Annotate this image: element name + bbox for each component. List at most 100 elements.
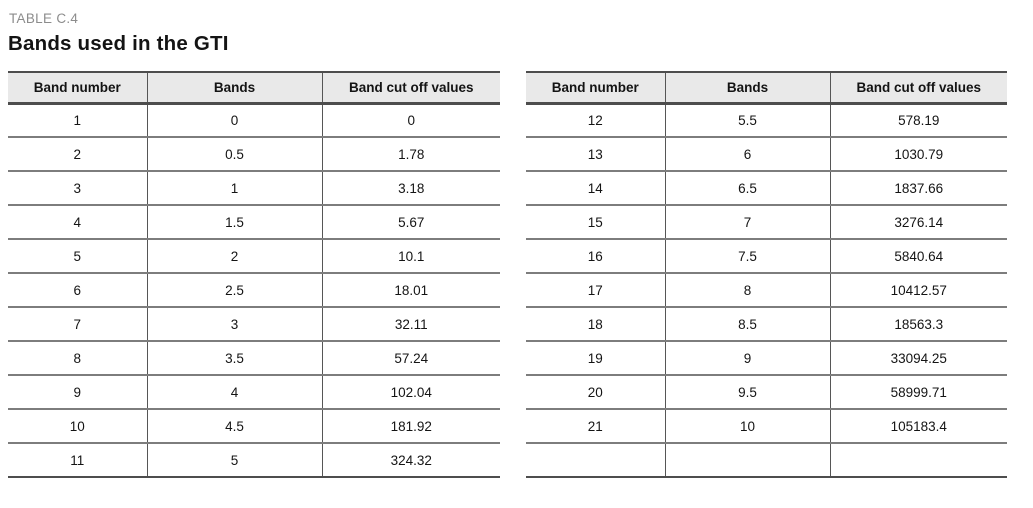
table-cell: 9.5 — [664, 375, 830, 410]
column-header: Bands — [146, 71, 322, 105]
document-page: TABLE C.4 Bands used in the GTI Band num… — [8, 11, 1033, 478]
table-cell: 15 — [526, 205, 665, 240]
table-row: 14 6.5 1837.66 — [526, 171, 1007, 206]
table-row — [526, 443, 1007, 478]
table-row: 21 10 105183.4 — [526, 409, 1007, 444]
table-cell: 2 — [146, 239, 322, 274]
table-cell: 19 — [526, 341, 665, 376]
table-cell: 6 — [664, 137, 830, 172]
table-cell: 1 — [8, 103, 147, 138]
table-cell: 10 — [8, 409, 147, 444]
table-cell — [526, 443, 665, 478]
table-row: 12 5.5 578.19 — [526, 103, 1007, 138]
table-header-row: Band number Bands Band cut off values — [8, 71, 500, 105]
table-cell: 4 — [146, 375, 322, 410]
table-row: 2 0.5 1.78 — [8, 137, 500, 172]
table-cell: 6.5 — [664, 171, 830, 206]
table-cell: 3 — [8, 171, 147, 206]
table-cell: 1030.79 — [829, 137, 1007, 172]
table-cell — [829, 443, 1007, 478]
table-cell: 33094.25 — [829, 341, 1007, 376]
table-cell: 57.24 — [321, 341, 500, 376]
table-cell: 3.18 — [321, 171, 500, 206]
table-cell: 578.19 — [829, 103, 1007, 138]
table-cell: 5.67 — [321, 205, 500, 240]
column-header: Band cut off values — [321, 71, 500, 105]
table-row: 7 3 32.11 — [8, 307, 500, 342]
right-table-body: 12 5.5 578.19 13 6 1030.79 14 6.5 1837.66 15 7 3276… — [526, 103, 1007, 478]
table-cell: 5840.64 — [829, 239, 1007, 274]
table-cell: 9 — [664, 341, 830, 376]
table-row: 17 8 10412.57 — [526, 273, 1007, 308]
table-cell: 6 — [8, 273, 147, 308]
table-cell: 8 — [8, 341, 147, 376]
table-cell: 13 — [526, 137, 665, 172]
table-cell: 12 — [526, 103, 665, 138]
table-cell: 5 — [8, 239, 147, 274]
table-cell — [664, 443, 830, 478]
table-cell: 5 — [146, 443, 322, 478]
table-cell: 5.5 — [664, 103, 830, 138]
table-cell: 1.78 — [321, 137, 500, 172]
table-cell: 17 — [526, 273, 665, 308]
table-header-row: Band number Bands Band cut off values — [526, 71, 1007, 105]
table-cell: 181.92 — [321, 409, 500, 444]
table-cell: 32.11 — [321, 307, 500, 342]
table-cell: 11 — [8, 443, 147, 478]
table-cell: 105183.4 — [829, 409, 1007, 444]
table-cell: 10.1 — [321, 239, 500, 274]
table-row: 11 5 324.32 — [8, 443, 500, 478]
table-cell: 324.32 — [321, 443, 500, 478]
bands-table-right: Band number Bands Band cut off values 12 5.… — [526, 71, 1007, 478]
table-cell: 7 — [664, 205, 830, 240]
table-cell: 102.04 — [321, 375, 500, 410]
table-cell: 14 — [526, 171, 665, 206]
table-cell: 20 — [526, 375, 665, 410]
left-table-body: 1 0 0 2 0.5 1.78 3 1 3.18 4 1.5 5.67 5 2 10.1 6 2.5 18.01… — [8, 103, 500, 478]
table-row: 8 3.5 57.24 — [8, 341, 500, 376]
table-row: 16 7.5 5840.64 — [526, 239, 1007, 274]
table-row: 3 1 3.18 — [8, 171, 500, 206]
table-cell: 8.5 — [664, 307, 830, 342]
table-row: 5 2 10.1 — [8, 239, 500, 274]
table-row: 6 2.5 18.01 — [8, 273, 500, 308]
table-cell: 1837.66 — [829, 171, 1007, 206]
table-cell: 3276.14 — [829, 205, 1007, 240]
table-row: 15 7 3276.14 — [526, 205, 1007, 240]
table-cell: 18563.3 — [829, 307, 1007, 342]
table-row: 20 9.5 58999.71 — [526, 375, 1007, 410]
column-header: Band number — [8, 71, 147, 105]
table-row: 10 4.5 181.92 — [8, 409, 500, 444]
table-cell: 1 — [146, 171, 322, 206]
table-cell: 2.5 — [146, 273, 322, 308]
table-cell: 0.5 — [146, 137, 322, 172]
right-table-head: Band number Bands Band cut off values — [526, 71, 1007, 105]
table-cell: 16 — [526, 239, 665, 274]
table-cell: 9 — [8, 375, 147, 410]
table-cell: 7.5 — [664, 239, 830, 274]
table-row: 18 8.5 18563.3 — [526, 307, 1007, 342]
column-header: Band cut off values — [829, 71, 1007, 105]
table-cell: 10 — [664, 409, 830, 444]
column-header: Bands — [664, 71, 830, 105]
table-cell: 4.5 — [146, 409, 322, 444]
table-cell: 0 — [146, 103, 322, 138]
table-cell: 18 — [526, 307, 665, 342]
table-cell: 2 — [8, 137, 147, 172]
table-cell: 1.5 — [146, 205, 322, 240]
left-table-head: Band number Bands Band cut off values — [8, 71, 500, 105]
page-title: Bands used in the GTI — [8, 31, 229, 55]
table-row: 9 4 102.04 — [8, 375, 500, 410]
table-cell: 18.01 — [321, 273, 500, 308]
table-number-label: TABLE C.4 — [9, 11, 79, 26]
table-cell: 8 — [664, 273, 830, 308]
table-cell: 7 — [8, 307, 147, 342]
table-cell: 3.5 — [146, 341, 322, 376]
table-row: 19 9 33094.25 — [526, 341, 1007, 376]
table-cell: 58999.71 — [829, 375, 1007, 410]
table-row: 13 6 1030.79 — [526, 137, 1007, 172]
column-header: Band number — [526, 71, 665, 105]
